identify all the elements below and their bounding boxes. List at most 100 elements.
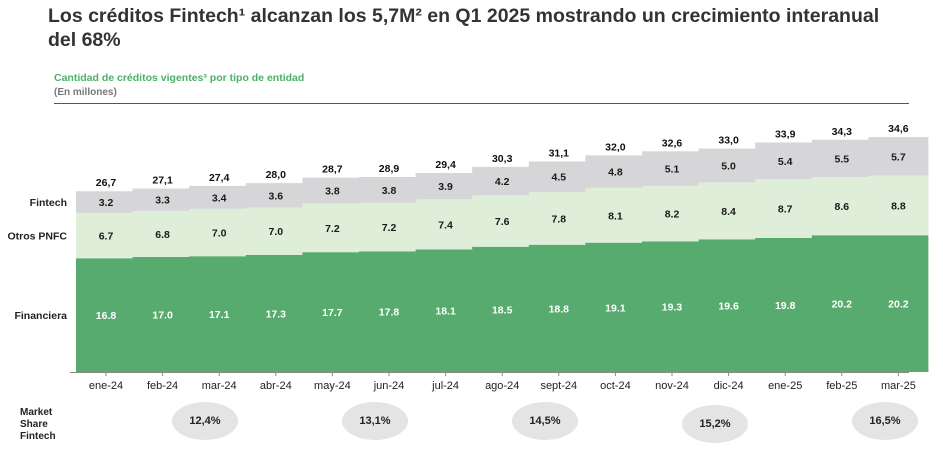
bar-total-label: 32,6	[662, 137, 683, 149]
bar-segment	[415, 199, 476, 250]
series-label-fintech: Fintech	[30, 197, 67, 209]
segment-value-label: 19.1	[605, 302, 626, 314]
segment-value-label: 19.6	[718, 301, 739, 313]
x-tick-label: abr-24	[260, 380, 292, 392]
series-label-financiera: Financiera	[14, 310, 67, 322]
bar-segment	[189, 208, 250, 257]
bar-segment	[811, 177, 872, 236]
segment-value-label: 7.4	[438, 219, 453, 231]
segment-value-label: 17.1	[209, 309, 230, 321]
header-divider	[54, 103, 909, 104]
bar-segment	[868, 137, 929, 176]
segment-value-label: 17.7	[322, 307, 343, 319]
x-tick-label: ago-24	[485, 380, 519, 392]
bar-segment	[755, 179, 816, 238]
segment-value-label: 18.8	[549, 303, 570, 315]
series-label-otros-pnfc: Otros PNFC	[7, 231, 67, 243]
bar-segment	[811, 235, 872, 372]
segment-value-label: 6.8	[155, 229, 170, 241]
bar-segment	[585, 155, 646, 188]
bar-segment	[302, 252, 363, 372]
x-tick-label: oct-24	[600, 380, 631, 392]
segment-value-label: 5.4	[778, 156, 793, 168]
segment-value-label: 3.2	[99, 197, 114, 209]
bar-segment	[868, 235, 929, 372]
x-tick-label: nov-24	[655, 380, 689, 392]
segment-value-label: 7.0	[268, 226, 283, 238]
bar-total-label: 30,3	[492, 153, 513, 165]
bar-segment	[698, 182, 759, 240]
bar-segment	[302, 177, 363, 204]
bar-segment	[472, 166, 533, 196]
bar-total-label: 28,9	[379, 163, 400, 175]
bar-segment	[642, 241, 702, 372]
x-tick-label: dic-24	[714, 380, 744, 392]
market-share-badge: 12,4%	[172, 402, 238, 440]
segment-value-label: 3.9	[438, 181, 453, 193]
bar-segment	[642, 185, 702, 242]
segment-value-label: 8.6	[834, 201, 849, 213]
bar-segment	[76, 258, 136, 372]
bar-segment	[132, 256, 193, 372]
x-tick-label: jun-24	[373, 380, 405, 392]
x-tick-label: may-24	[314, 380, 351, 392]
segment-value-label: 7.8	[551, 213, 566, 225]
bar-segment	[868, 175, 929, 236]
segment-value-label: 3.4	[212, 192, 227, 204]
bar-segment	[642, 151, 702, 186]
segment-value-label: 20.2	[888, 299, 909, 311]
bar-segment	[528, 191, 589, 245]
x-tick-label: sept-24	[540, 380, 577, 392]
chart-unit-label: (En millones)	[54, 87, 117, 98]
segment-value-label: 16.8	[96, 310, 117, 322]
bar-segment	[359, 251, 419, 372]
segment-value-label: 5.5	[834, 153, 849, 165]
market-share-label: Market Share Fintech	[20, 407, 80, 443]
bar-segment	[189, 256, 250, 372]
bar-segment	[132, 188, 193, 211]
bar-segment	[415, 249, 476, 372]
bar-total-label: 31,1	[549, 147, 570, 159]
bar-segment	[245, 254, 306, 372]
bar-total-label: 32,0	[605, 141, 626, 153]
bar-segment	[755, 237, 816, 372]
market-share-badge: 15,2%	[682, 405, 748, 443]
segment-value-label: 8.1	[608, 210, 623, 222]
bar-total-label: 28,7	[322, 164, 343, 176]
segment-value-label: 5.0	[721, 161, 736, 173]
bar-segment	[698, 239, 759, 372]
segment-value-label: 4.5	[551, 172, 566, 184]
segment-value-label: 8.4	[721, 206, 736, 218]
segment-value-label: 8.2	[665, 209, 680, 221]
market-share-badge: 14,5%	[512, 402, 578, 440]
market-share-label-line: Fintech	[20, 431, 56, 442]
segment-value-label: 7.2	[325, 223, 340, 235]
bar-total-label: 34,3	[832, 126, 853, 138]
x-tick-label: ene-24	[89, 380, 123, 392]
segment-value-label: 17.3	[266, 308, 287, 320]
segment-value-label: 8.7	[778, 204, 793, 216]
x-tick-label: ene-25	[768, 380, 802, 392]
bar-segment	[302, 203, 363, 253]
segment-value-label: 7.0	[212, 228, 227, 240]
market-share-label-line: Market	[20, 407, 53, 418]
page-title: Los créditos Fintech¹ alcanzan los 5,7M²…	[48, 5, 880, 51]
segment-value-label: 6.7	[99, 231, 114, 243]
bar-segment	[76, 212, 136, 259]
bar-total-label: 27,1	[152, 175, 173, 187]
bar-total-label: 29,4	[435, 159, 456, 171]
segment-value-label: 5.7	[891, 151, 906, 163]
bar-total-label: 27,4	[209, 172, 230, 184]
segment-value-label: 4.2	[495, 176, 510, 188]
bar-segment	[472, 246, 533, 372]
x-tick-label: mar-25	[881, 380, 916, 392]
segment-value-label: 18.1	[435, 306, 456, 318]
bar-segment	[415, 172, 476, 200]
bar-segment	[472, 195, 533, 247]
x-tick-label: feb-25	[826, 380, 857, 392]
segment-value-label: 3.8	[325, 186, 340, 198]
bar-segment	[585, 187, 646, 243]
segment-value-label: 8.8	[891, 200, 906, 212]
market-share-badge: 16,5%	[852, 402, 918, 440]
